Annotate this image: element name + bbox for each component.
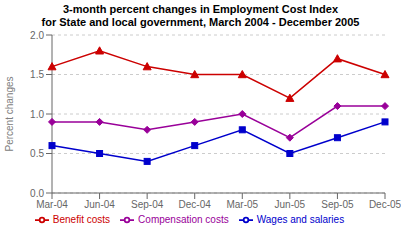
svg-text:Jun-05: Jun-05 [275, 199, 306, 210]
svg-text:0.0: 0.0 [30, 188, 44, 199]
svg-text:Mar-04: Mar-04 [36, 199, 68, 210]
html-text:Wages and salaries: Wages and salaries [256, 213, 345, 225]
svg-text:Mar-05: Mar-05 [226, 199, 258, 210]
svg-text:Sep-04: Sep-04 [131, 199, 164, 210]
html-text:3-month percent changes in Emp: 3-month percent changes in Employment Co… [63, 3, 338, 15]
svg-text:Dec-05: Dec-05 [369, 199, 401, 210]
svg-text:Percent changes: Percent changes [4, 76, 15, 151]
html-text:Benefit costs: Benefit costs [52, 213, 111, 225]
html-text:Compensation costs: Compensation costs [138, 213, 229, 225]
svg-text:0.5: 0.5 [30, 148, 44, 159]
svg-text:Jun-04: Jun-04 [84, 199, 115, 210]
svg-text:1.0: 1.0 [30, 109, 44, 120]
svg-text:Sep-05: Sep-05 [321, 199, 354, 210]
svg-text:1.5: 1.5 [30, 69, 44, 80]
svg-text:2.0: 2.0 [30, 30, 44, 41]
html-text:for State and local government: for State and local government, March 20… [41, 16, 360, 28]
svg-text:Dec-04: Dec-04 [179, 199, 212, 210]
